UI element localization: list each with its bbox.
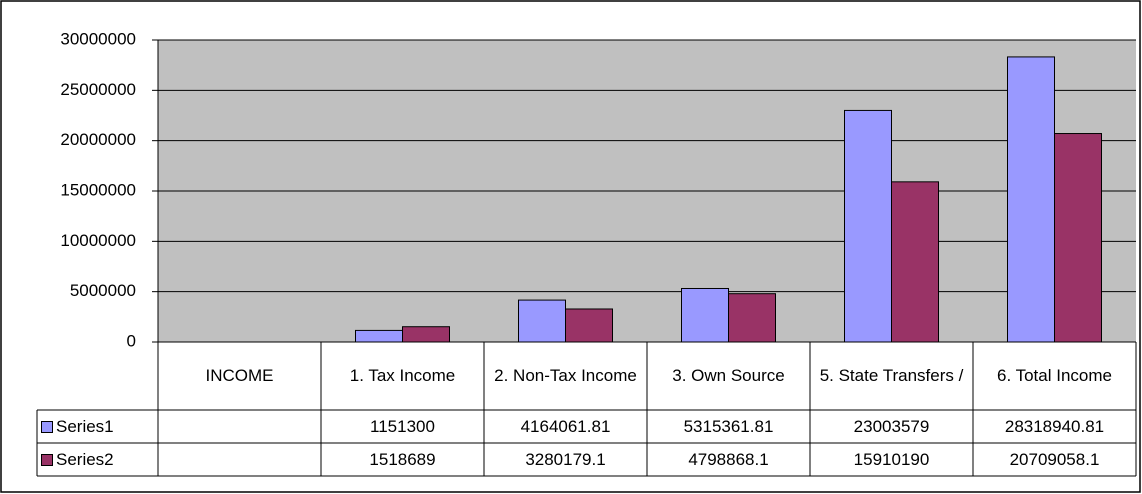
bar bbox=[355, 329, 403, 343]
table-value: 5315361.81 bbox=[683, 416, 774, 436]
category-label: 2. Non-Tax Income bbox=[494, 366, 637, 385]
category-label: 1. Tax Income bbox=[349, 366, 456, 385]
y-tick-label: 25000000 bbox=[60, 80, 136, 99]
category-label: 3. Own Source bbox=[672, 366, 785, 385]
legend-key bbox=[41, 453, 53, 466]
bar bbox=[728, 293, 776, 343]
table-value: 15910190 bbox=[853, 449, 930, 469]
bar bbox=[681, 287, 729, 343]
table-value: 28318940.81 bbox=[1004, 416, 1105, 436]
y-tick-label: 30000000 bbox=[60, 29, 136, 48]
table-value: 1151300 bbox=[370, 416, 435, 436]
bar bbox=[1007, 56, 1055, 343]
category-label: INCOME bbox=[205, 366, 274, 385]
category-label: 5. State Transfers / bbox=[819, 366, 964, 385]
table-value: 23003579 bbox=[853, 416, 930, 436]
category-label: 6. Total Income bbox=[997, 366, 1112, 385]
table-value: 4164061.81 bbox=[520, 416, 611, 436]
table-value: 20709058.1 bbox=[1009, 449, 1100, 469]
table-value: 1518689 bbox=[369, 449, 436, 469]
table-value: 3280179.1 bbox=[525, 449, 606, 469]
table-value: 4798868.1 bbox=[688, 449, 769, 469]
y-tick-label: 5000000 bbox=[70, 281, 136, 300]
legend-label: Series1 bbox=[56, 416, 114, 436]
bar bbox=[518, 299, 566, 343]
y-tick-label: 0 bbox=[127, 331, 136, 350]
bar bbox=[844, 109, 892, 343]
y-tick-label: 15000000 bbox=[60, 180, 136, 199]
bar bbox=[565, 308, 613, 343]
legend-label: Series2 bbox=[56, 449, 114, 469]
bar bbox=[891, 181, 939, 343]
y-tick-label: 20000000 bbox=[60, 130, 136, 149]
legend-key bbox=[41, 420, 53, 433]
bar bbox=[402, 326, 450, 343]
legend-entry: Series1 bbox=[37, 410, 158, 443]
legend-entry: Series2 bbox=[37, 443, 158, 476]
bar bbox=[1054, 133, 1102, 343]
y-tick-label: 10000000 bbox=[60, 231, 136, 250]
